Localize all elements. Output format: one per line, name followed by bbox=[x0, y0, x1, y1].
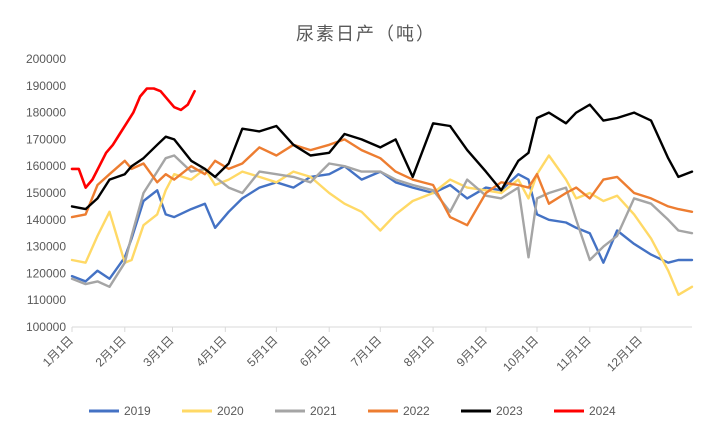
series-lines bbox=[70, 87, 694, 296]
chart-title: 尿素日产（吨） bbox=[296, 24, 436, 45]
legend-label-2023: 2023 bbox=[496, 404, 523, 418]
x-tick-label: 1月1日 bbox=[40, 333, 76, 369]
x-tick-label: 10月1日 bbox=[500, 333, 541, 374]
legend: 2019 2020 2021 2022 2023 2024 bbox=[89, 404, 616, 418]
y-tick-label: 100000 bbox=[26, 320, 66, 334]
y-tick-label: 120000 bbox=[26, 266, 66, 280]
x-tick-label: 2月1日 bbox=[93, 333, 129, 369]
y-axis: 100000 110000 120000 130000 140000 150000 1600… bbox=[26, 52, 66, 334]
x-tick-label: 8月1日 bbox=[401, 333, 437, 369]
x-axis: 1月1日 2月1日 3月1日 4月1日 5月1日 6月1日 7月1日 8月1日 9月1日 10月1… bbox=[40, 327, 645, 374]
series-line-2023 bbox=[70, 103, 694, 211]
y-tick-label: 130000 bbox=[26, 240, 66, 254]
y-tick-label: 110000 bbox=[27, 293, 66, 307]
legend-label-2024: 2024 bbox=[589, 404, 616, 418]
x-tick-label: 12月1日 bbox=[604, 333, 645, 374]
y-tick-label: 160000 bbox=[26, 159, 66, 173]
x-tick-label: 4月1日 bbox=[193, 333, 229, 369]
x-tick-label: 11月1日 bbox=[554, 333, 594, 373]
series-line-2022 bbox=[70, 138, 694, 227]
series-line-2020 bbox=[70, 154, 694, 296]
y-tick-label: 150000 bbox=[26, 186, 66, 200]
x-tick-label: 3月1日 bbox=[140, 333, 176, 369]
x-tick-label: 6月1日 bbox=[297, 333, 333, 369]
y-tick-label: 180000 bbox=[26, 106, 66, 120]
legend-label-2019: 2019 bbox=[124, 404, 151, 418]
y-tick-label: 190000 bbox=[26, 79, 66, 93]
y-tick-label: 140000 bbox=[26, 213, 66, 227]
legend-label-2020: 2020 bbox=[217, 404, 244, 418]
series-line-2019 bbox=[70, 164, 694, 283]
x-tick-label: 9月1日 bbox=[454, 333, 490, 369]
series-line-2021 bbox=[70, 154, 694, 288]
series-line-2024 bbox=[70, 87, 196, 189]
legend-label-2022: 2022 bbox=[403, 404, 430, 418]
y-tick-label: 170000 bbox=[26, 132, 66, 146]
x-tick-label: 7月1日 bbox=[348, 333, 384, 369]
y-tick-label: 200000 bbox=[26, 52, 66, 66]
legend-label-2021: 2021 bbox=[310, 404, 337, 418]
x-tick-label: 5月1日 bbox=[244, 333, 280, 369]
